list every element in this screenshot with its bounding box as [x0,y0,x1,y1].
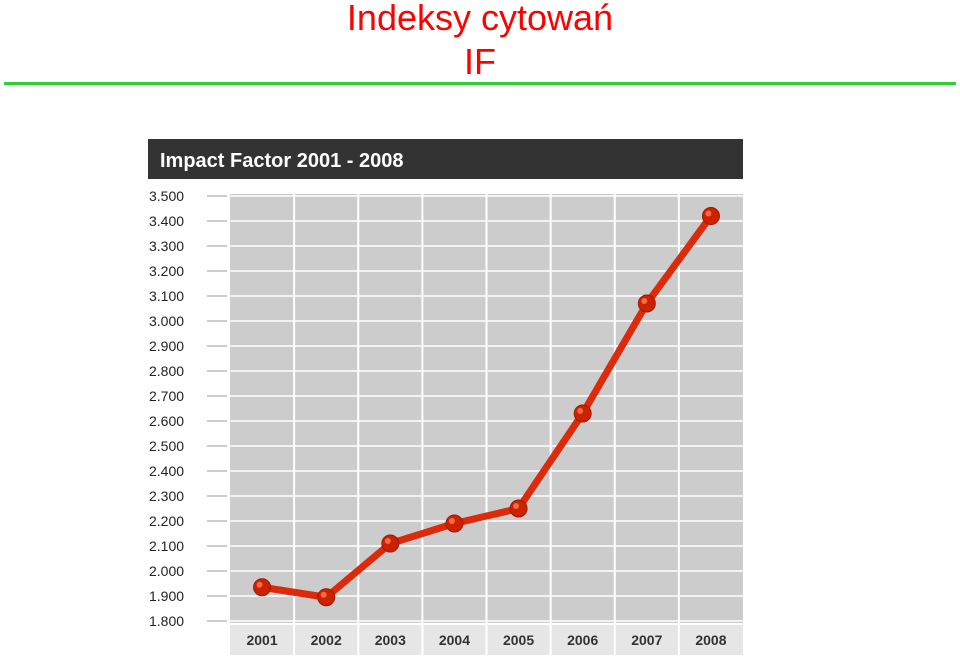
x-tick-label: 2006 [567,632,598,648]
y-tick-label: 2.200 [149,513,184,529]
data-point [317,588,336,607]
x-tick-label: 2002 [311,632,342,648]
data-point-highlight [256,581,263,588]
data-point [445,514,464,533]
data-point-highlight [705,210,712,217]
data-point-highlight [577,408,584,414]
y-tick-label: 2.100 [149,538,184,554]
chart-title: Impact Factor 2001 - 2008 [160,150,403,172]
data-point [701,207,720,225]
y-tick-label: 2.900 [149,338,184,354]
y-tick-label: 3.100 [149,288,184,304]
data-point-highlight [320,591,327,598]
data-point-highlight [641,298,648,304]
title-divider [4,82,956,85]
y-tick-label: 3.400 [149,213,184,229]
data-point [637,294,656,313]
data-point [509,499,528,518]
x-tick-label: 2005 [503,632,534,648]
slide-title-line-2: IF [464,41,496,82]
data-point-highlight [448,518,455,524]
y-tick-label: 3.000 [149,313,184,329]
y-tick-label: 3.300 [149,238,184,254]
y-tick-label: 1.800 [149,613,184,629]
y-tick-label: 2.500 [149,438,184,454]
y-tick-label: 2.400 [149,463,184,479]
x-tick-label: 2007 [631,632,662,648]
x-tick-label: 2008 [695,632,726,648]
series-line [258,212,715,601]
y-tick-label: 2.700 [149,388,184,404]
y-tick-label: 2.000 [149,563,184,579]
y-tick-label: 2.800 [149,363,184,379]
y-tick-label: 2.600 [149,413,184,429]
data-point [253,578,272,597]
chart-title-bar [148,139,743,179]
x-tick-label: 2003 [375,632,406,648]
x-tick-label: 2004 [439,632,470,648]
y-tick-label: 1.900 [149,588,184,604]
y-tick-label: 3.200 [149,263,184,279]
data-point-highlight [513,503,520,509]
y-tick-label: 3.500 [149,188,184,204]
chart-svg: Impact Factor 2001 - 2008 3.500 3.400 3.30… [148,139,743,655]
data-point-highlight [384,538,391,544]
data-point [573,404,592,423]
x-tick-label: 2001 [246,632,277,648]
data-point [381,534,400,553]
y-tick-label: 2.300 [149,488,184,504]
impact-factor-chart: Impact Factor 2001 - 2008 3.500 3.400 3.30… [145,138,745,655]
slide-title-line-1: Indeksy cytowań [346,0,614,38]
